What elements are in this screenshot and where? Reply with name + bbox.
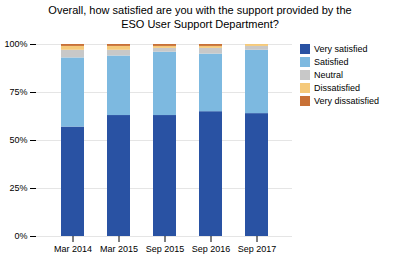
svg-text:Sep 2016: Sep 2016 xyxy=(192,244,231,254)
html-text:Very satisfied: Very satisfied xyxy=(314,44,368,54)
svg-text:Mar 2015: Mar 2015 xyxy=(100,244,138,254)
svg-text:50%: 50% xyxy=(9,135,27,145)
svg-text:Mar 2014: Mar 2014 xyxy=(54,244,92,254)
svg-text:25%: 25% xyxy=(9,183,27,193)
html-text:Neutral: Neutral xyxy=(314,70,343,80)
svg-text:100%: 100% xyxy=(4,39,27,49)
svg-text:0%: 0% xyxy=(14,231,27,241)
html-text:Satisfied: Satisfied xyxy=(314,57,349,67)
html-text:Very dissatisfied: Very dissatisfied xyxy=(314,96,379,106)
svg-text:Sep 2015: Sep 2015 xyxy=(146,244,185,254)
html-text:Overall, how satisfied are you: Overall, how satisfied are you with the … xyxy=(48,4,352,30)
html-text:Dissatisfied: Dissatisfied xyxy=(314,83,360,93)
svg-text:75%: 75% xyxy=(9,87,27,97)
svg-text:Sep 2017: Sep 2017 xyxy=(238,244,277,254)
